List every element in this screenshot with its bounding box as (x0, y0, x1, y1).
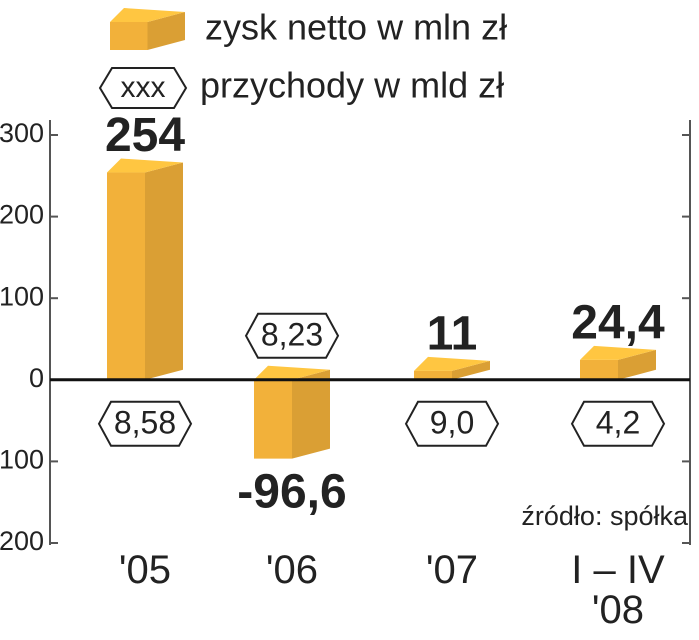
box-side (145, 162, 183, 380)
badge-shape (97, 400, 193, 447)
bar-front (580, 359, 618, 380)
y-tick-label: 100 (0, 281, 44, 311)
badge-shape (98, 67, 188, 109)
revenue-label: 8,23 (261, 316, 323, 352)
bar (414, 356, 490, 380)
legend-symbol (110, 8, 185, 50)
bar-front (414, 370, 452, 380)
box-top (254, 365, 330, 380)
revenue-label: 9,0 (430, 404, 474, 440)
box-top (110, 8, 185, 22)
badge-shape (404, 400, 500, 447)
y-tick-label: 200 (0, 200, 44, 230)
y-tick-label: -200 (0, 526, 44, 556)
revenue-badge: 8,23 (244, 312, 340, 359)
y-tick-label: -100 (0, 445, 44, 475)
revenue-badge: 9,0 (404, 400, 500, 447)
legend-symbol-front (110, 22, 148, 50)
bar-front (254, 379, 292, 459)
badge-shape (570, 400, 666, 447)
x-tick-label: '07 (425, 548, 479, 592)
bar (580, 345, 656, 380)
legend-badge: xxx (98, 67, 188, 109)
box-side (292, 369, 330, 459)
value-label: 24,4 (571, 297, 665, 350)
badge-shape (244, 312, 340, 359)
box-side (452, 360, 490, 380)
box-top (414, 356, 490, 371)
bar (254, 365, 330, 459)
box-top (107, 158, 183, 173)
x-tick-label: '05 (118, 548, 172, 592)
legend-label: przychody w mld zł (200, 65, 504, 106)
box-side (618, 349, 656, 380)
box-side (147, 12, 185, 50)
value-label: 254 (105, 109, 185, 162)
y-tick-label: 0 (29, 363, 44, 393)
bar-front (107, 172, 145, 380)
y-tick-label: 300 (0, 118, 44, 148)
value-label: 11 (427, 307, 478, 360)
revenue-badge: 4,2 (570, 400, 666, 447)
revenue-label: 8,58 (114, 404, 176, 440)
x-tick-label: '06 (265, 548, 319, 592)
bar (107, 158, 183, 380)
revenue-label: 4,2 (596, 404, 640, 440)
box-top (580, 345, 656, 360)
revenue-badge: 8,58 (97, 400, 193, 447)
source: źródło: spółka (521, 501, 689, 531)
value-label: -96,6 (237, 465, 346, 518)
x-tick-label: I – IV '08 (571, 548, 665, 632)
legend-symbol-text: xxx (121, 71, 166, 104)
legend-label: zysk netto w mln zł (205, 7, 507, 48)
